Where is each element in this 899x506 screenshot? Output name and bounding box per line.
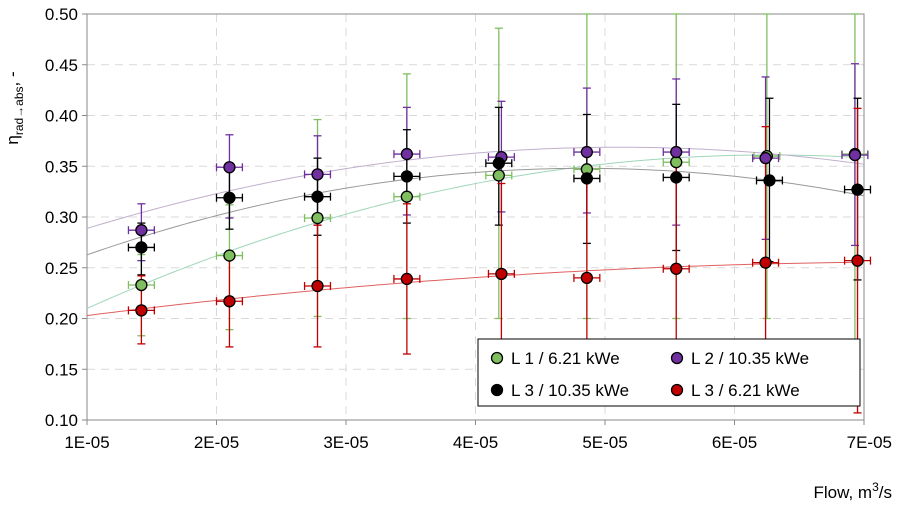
data-point — [670, 145, 683, 159]
y-tick-label: 0.50 — [45, 5, 78, 24]
data-point — [135, 278, 148, 292]
legend-label: L 2 / 10.35 kWe — [691, 349, 809, 368]
data-point — [311, 168, 324, 181]
data-point — [492, 157, 505, 170]
y-tick-label: 0.20 — [45, 310, 78, 329]
x-axis-ticks: 1E-05 2E-05 3E-05 4E-05 5E-05 6E-05 7E-05 — [64, 420, 892, 452]
x-tick-label: 6E-05 — [712, 433, 757, 452]
data-point — [311, 279, 324, 293]
y-tick-label: 0.15 — [45, 360, 78, 379]
data-point — [400, 170, 414, 183]
x-tick-label: 7E-05 — [847, 433, 892, 452]
y-tick-label: 0.35 — [45, 157, 78, 176]
data-point — [135, 241, 148, 254]
data-point — [311, 190, 324, 203]
data-point — [763, 174, 776, 187]
y-tick-label: 0.40 — [45, 107, 78, 126]
data-point — [580, 172, 594, 185]
data-point — [670, 262, 683, 275]
data-point — [223, 295, 236, 308]
legend-marker — [490, 351, 504, 365]
y-axis-ticks: 0.10 0.15 0.20 0.25 0.30 0.35 0.40 0.45 0.50 — [45, 5, 87, 430]
x-tick-label: 1E-05 — [64, 433, 109, 452]
trend-curve — [86, 167, 865, 256]
data-point — [400, 147, 414, 161]
x-tick-label: 4E-05 — [453, 433, 498, 452]
data-point — [223, 161, 236, 174]
legend: L 1 / 6.21 kWe L 2 / 10.35 kWe L 3 / 10.35… — [477, 338, 861, 407]
x-tick-label: 3E-05 — [323, 433, 368, 452]
legend-box — [477, 338, 861, 407]
data-point — [135, 304, 148, 317]
data-point — [759, 151, 772, 165]
y-tick-label: 0.45 — [45, 56, 78, 75]
data-points — [135, 145, 864, 317]
y-tick-label: 0.30 — [45, 208, 78, 227]
legend-marker — [670, 383, 684, 397]
data-point — [759, 256, 772, 269]
data-point — [311, 211, 324, 225]
legend-marker — [670, 351, 684, 365]
data-point — [580, 145, 594, 159]
data-point — [580, 271, 594, 285]
data-point — [223, 249, 236, 262]
data-point — [135, 224, 148, 237]
data-point — [851, 183, 864, 196]
legend-label: L 3 / 6.21 kWe — [691, 381, 800, 400]
data-point — [400, 190, 414, 203]
y-tick-label: 0.10 — [45, 411, 78, 430]
x-tick-label: 2E-05 — [194, 433, 239, 452]
y-tick-label: 0.25 — [45, 259, 78, 278]
data-point — [848, 148, 862, 162]
data-point — [492, 169, 505, 182]
x-axis-title: Flow, m3/s — [814, 480, 892, 502]
data-point — [223, 191, 236, 204]
legend-label: L 3 / 10.35 kWe — [511, 381, 629, 400]
data-point — [400, 272, 414, 286]
data-point — [851, 254, 864, 267]
x-tick-label: 5E-05 — [582, 433, 627, 452]
y-axis-title: ηrad→abs, - — [3, 71, 26, 144]
legend-label: L 1 / 6.21 kWe — [511, 349, 620, 368]
grid — [87, 14, 864, 420]
data-point — [670, 171, 683, 184]
legend-marker — [490, 383, 504, 397]
data-point — [670, 156, 683, 169]
data-point — [495, 267, 508, 280]
